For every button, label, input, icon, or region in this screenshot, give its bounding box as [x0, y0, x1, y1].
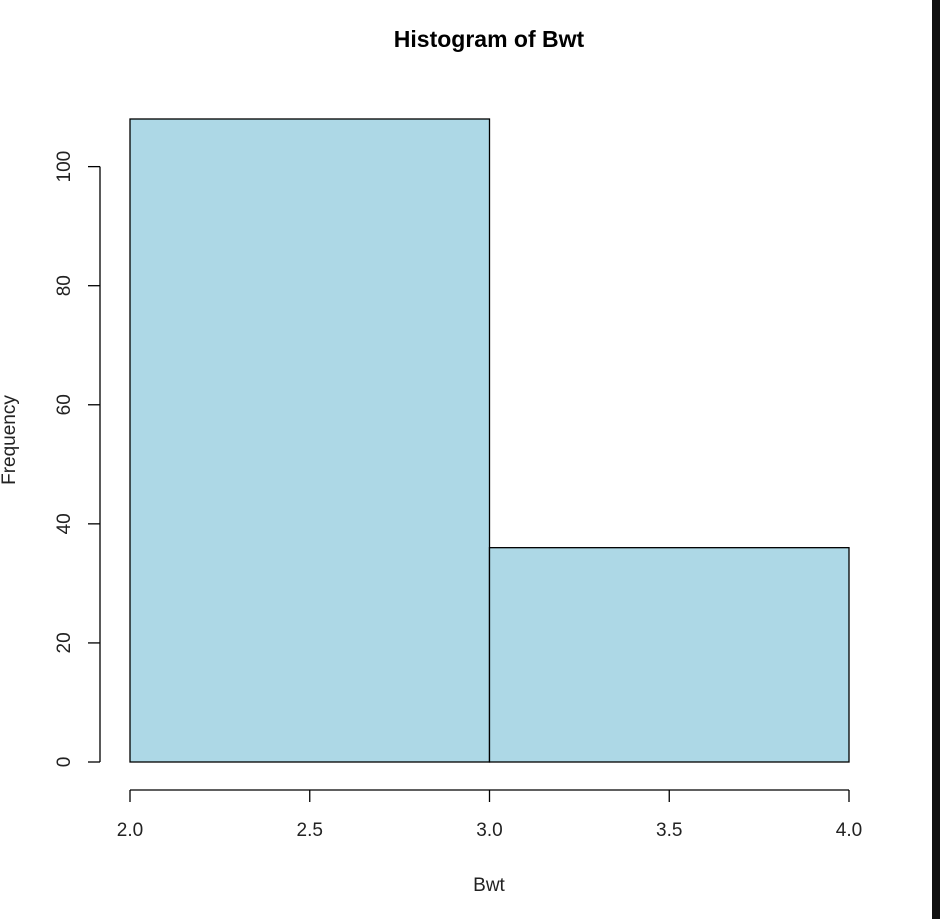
x-tick-label: 4.0 — [836, 820, 862, 841]
x-tick-label: 3.0 — [476, 820, 502, 841]
chart-title: Histogram of Bwt — [394, 26, 585, 52]
x-axis-label: Bwt — [473, 875, 505, 896]
x-tick-label: 2.5 — [297, 820, 323, 841]
y-tick-label: 60 — [54, 394, 75, 415]
window-edge — [932, 0, 940, 919]
x-tick-label: 2.0 — [117, 820, 143, 841]
y-axis: 0 20 40 60 80 100 — [54, 151, 101, 768]
x-tick-label: 3.5 — [656, 820, 682, 841]
y-tick-label: 40 — [54, 513, 75, 534]
y-tick-label: 20 — [54, 632, 75, 653]
y-axis-label: Frequency — [0, 395, 20, 485]
y-tick-label: 80 — [54, 275, 75, 296]
histogram-bar-1 — [129, 118, 491, 763]
histogram-bars — [129, 118, 850, 763]
y-tick-label: 0 — [54, 757, 75, 768]
y-tick-label: 100 — [54, 151, 75, 183]
x-axis: 2.0 2.5 3.0 3.5 4.0 — [117, 789, 862, 841]
histogram-bar-2 — [488, 547, 850, 763]
